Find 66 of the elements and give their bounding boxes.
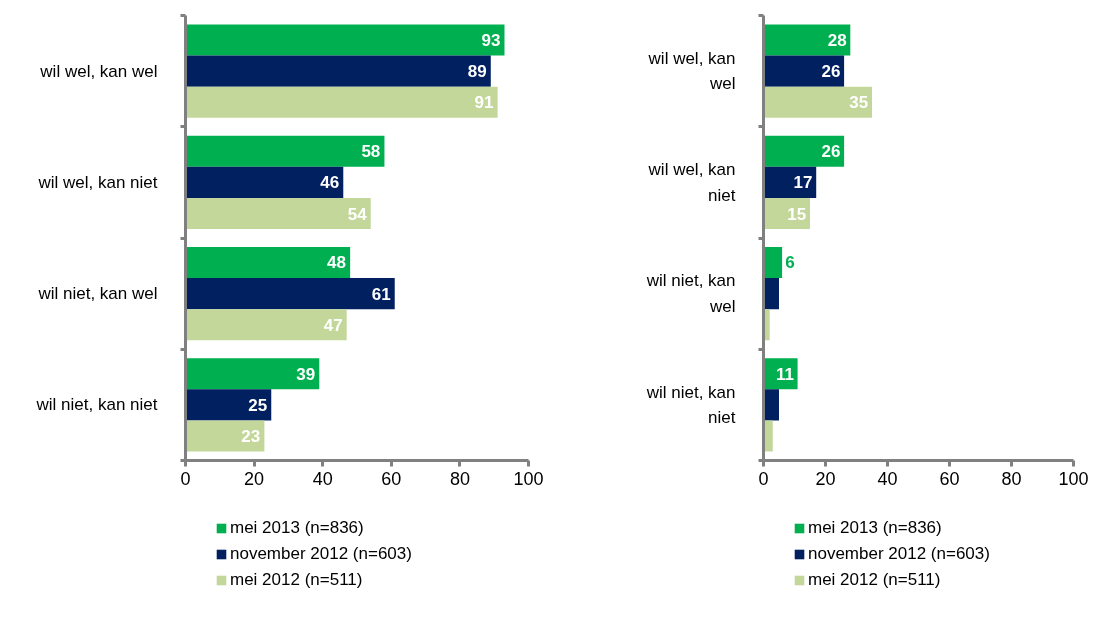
bar [763,135,845,167]
x-tick-label: 20 [244,468,265,489]
data-label: 39 [296,364,316,384]
x-tick-label: 0 [758,468,769,489]
x-tick-label: 40 [312,468,333,489]
y-tick-label: wil niet, kan wel [645,271,736,316]
y-tick-label: wil wel, kan wel [39,61,158,81]
data-label: 58 [361,142,381,162]
bar [185,86,498,118]
x-tick-label: 80 [449,468,470,489]
bar [185,278,395,310]
bar [763,246,783,279]
data-label: 26 [821,62,841,82]
data-label: 28 [827,30,847,50]
bar [185,135,385,167]
x-tick-label: 20 [815,468,836,489]
x-tick-label: 60 [939,468,960,489]
bar [763,24,851,56]
bar [185,309,347,341]
x-tick-label: 100 [513,468,544,489]
y-tick-label: wil niet, kan niet [35,395,158,415]
data-label: 91 [474,93,494,113]
data-label: 23 [241,427,261,447]
data-label: 15 [787,204,807,224]
data-label: 25 [248,395,268,415]
x-tick-label: 100 [1058,468,1089,489]
x-tick-label: 60 [381,468,402,489]
legend-label: mei 2012 (n=511) [808,569,941,591]
data-label: 48 [327,253,347,273]
bar [185,389,272,421]
data-label: 35 [849,93,869,113]
legend-label: mei 2012 (n=511) [230,569,363,591]
data-label: 89 [467,62,487,82]
data-label: 46 [320,173,340,193]
y-tick-label: wil niet, kan niet [645,382,736,428]
legend-label: november 2012 (n=603) [808,543,990,565]
y-tick-label: wil niet, kan wel [37,284,158,304]
bar [763,86,872,118]
data-label: 6 [785,253,795,273]
data-label: 11 [775,364,794,384]
data-label: 61 [371,284,391,304]
bar [763,166,817,198]
data-label: 93 [481,30,501,50]
data-label: 26 [821,142,841,162]
x-tick-label: 40 [877,468,898,489]
data-label: 47 [323,315,343,335]
bar [185,166,344,198]
bar [185,358,320,390]
x-tick-label: 80 [1001,468,1022,489]
bar [185,24,505,56]
legend-label: mei 2013 (n=836) [230,517,364,539]
bar [185,420,265,452]
bar [185,55,491,87]
bar [763,55,845,87]
legend-label: mei 2013 (n=836) [808,517,942,539]
data-label: 54 [347,204,368,224]
bar [763,389,779,421]
bar [763,278,779,310]
y-tick-label: wil wel, kan niet [647,160,736,205]
x-tick-label: 0 [180,468,191,489]
y-tick-label: wil wel, kan wel [647,48,736,94]
bar [185,246,351,279]
data-label: 17 [793,173,813,193]
legend-label: november 2012 (n=603) [230,543,412,565]
y-tick-label: wil wel, kan niet [37,172,158,192]
bar [185,197,371,230]
